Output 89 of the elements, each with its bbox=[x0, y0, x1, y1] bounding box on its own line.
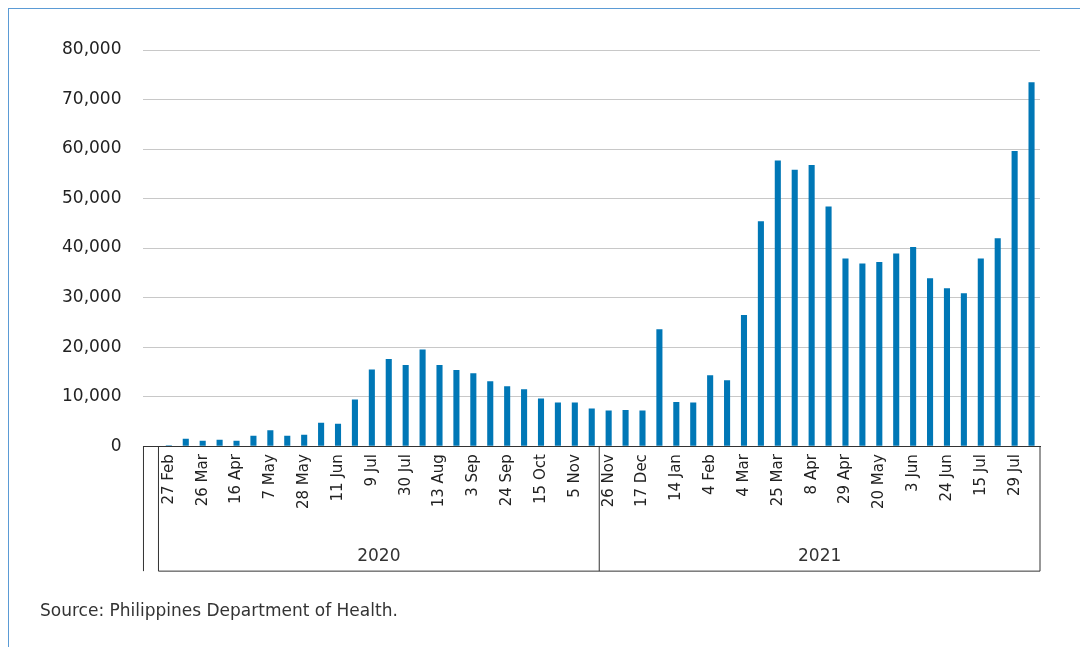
x-tick-label: 7 May bbox=[260, 454, 279, 500]
bar bbox=[656, 329, 663, 446]
x-tick-label: 15 Oct bbox=[530, 454, 549, 504]
bar bbox=[842, 258, 849, 446]
bar bbox=[622, 409, 629, 446]
bar bbox=[554, 402, 561, 446]
bar bbox=[419, 349, 426, 446]
text: 2020 bbox=[357, 544, 401, 565]
y-tick-label: 70,000 bbox=[62, 87, 122, 108]
x-tick-label: 29 Jul bbox=[1004, 454, 1023, 497]
bar bbox=[994, 238, 1001, 446]
y-tick-label: 20,000 bbox=[62, 335, 122, 356]
bar bbox=[385, 358, 392, 446]
x-tick-label: 3 Jun bbox=[903, 454, 922, 492]
bar bbox=[740, 314, 748, 446]
bar bbox=[571, 402, 578, 446]
x-tick-label: 16 Apr bbox=[226, 453, 245, 504]
bar bbox=[893, 253, 900, 446]
bar bbox=[182, 438, 189, 446]
bar bbox=[487, 381, 494, 446]
x-tick-label: 30 Jul bbox=[395, 454, 414, 497]
y-tick-label: 0 bbox=[110, 434, 122, 455]
bar bbox=[334, 423, 342, 446]
bar bbox=[960, 293, 967, 446]
bar bbox=[757, 221, 764, 446]
y-tick-label: 50,000 bbox=[62, 186, 122, 207]
bar bbox=[707, 375, 714, 446]
bar bbox=[724, 380, 731, 446]
bar bbox=[436, 364, 443, 446]
y-tick-label: 10,000 bbox=[62, 385, 122, 406]
x-tick-label: 4 Feb bbox=[700, 454, 719, 496]
bar bbox=[250, 435, 257, 446]
bar bbox=[588, 408, 595, 446]
x-tick-label: 3 Sep bbox=[463, 454, 482, 497]
bar bbox=[605, 410, 612, 446]
x-tick-label: 5 Nov bbox=[564, 454, 583, 498]
source-note: Source: Philippines Department of Health. bbox=[40, 600, 398, 620]
x-tick-label: 4 Mar bbox=[733, 453, 752, 497]
x-tick-label: 15 Jul bbox=[970, 454, 989, 497]
bar bbox=[368, 369, 375, 446]
bar bbox=[1028, 82, 1035, 446]
x-tick-label: 24 Jun bbox=[936, 454, 955, 502]
bar bbox=[351, 399, 358, 446]
bar bbox=[199, 440, 206, 446]
bar bbox=[402, 364, 409, 446]
x-tick-label: 13 Aug bbox=[429, 454, 448, 508]
x-tick-label: 20 May bbox=[869, 454, 888, 510]
y-tick-label: 60,000 bbox=[62, 137, 122, 158]
bar bbox=[774, 160, 781, 446]
bar bbox=[216, 439, 223, 446]
bar bbox=[876, 261, 883, 446]
x-tick-label: 25 Mar bbox=[767, 453, 786, 507]
bar bbox=[690, 402, 697, 446]
x-tick-label: 11 Jun bbox=[327, 454, 346, 502]
bar bbox=[927, 278, 934, 446]
bar bbox=[537, 398, 545, 446]
bar bbox=[504, 386, 511, 446]
x-tick-label: 26 Mar bbox=[192, 453, 211, 507]
x-tick-label: 8 Apr bbox=[801, 453, 820, 495]
bar bbox=[453, 369, 460, 446]
bar bbox=[673, 402, 680, 446]
text: 2021 bbox=[797, 544, 842, 565]
x-tick-label: 26 Nov bbox=[598, 454, 617, 508]
bar bbox=[318, 422, 325, 446]
bar bbox=[233, 440, 240, 446]
x-tick-label: 9 Jul bbox=[361, 454, 380, 487]
bar bbox=[977, 258, 984, 446]
bar bbox=[1011, 151, 1018, 446]
bar bbox=[808, 164, 815, 446]
x-tick-label: 24 Sep bbox=[497, 454, 516, 507]
bar bbox=[521, 389, 528, 446]
bar bbox=[791, 169, 798, 446]
y-tick-label: 40,000 bbox=[62, 236, 122, 257]
bar bbox=[284, 435, 291, 446]
x-tick-label: 28 May bbox=[294, 454, 313, 510]
bar bbox=[639, 410, 646, 446]
bar bbox=[859, 263, 866, 446]
bar bbox=[267, 430, 274, 446]
y-tick-label: 80,000 bbox=[62, 38, 122, 59]
x-tick-label: 27 Feb bbox=[158, 454, 177, 505]
bar bbox=[301, 434, 308, 446]
y-tick-label: 30,000 bbox=[62, 286, 122, 307]
bar bbox=[943, 288, 951, 446]
bar bbox=[825, 206, 832, 446]
bar bbox=[910, 247, 917, 446]
x-tick-label: 29 Apr bbox=[835, 453, 854, 504]
x-tick-label: 14 Jan bbox=[666, 454, 685, 502]
bar bbox=[470, 373, 477, 446]
x-tick-label: 17 Dec bbox=[632, 454, 651, 508]
